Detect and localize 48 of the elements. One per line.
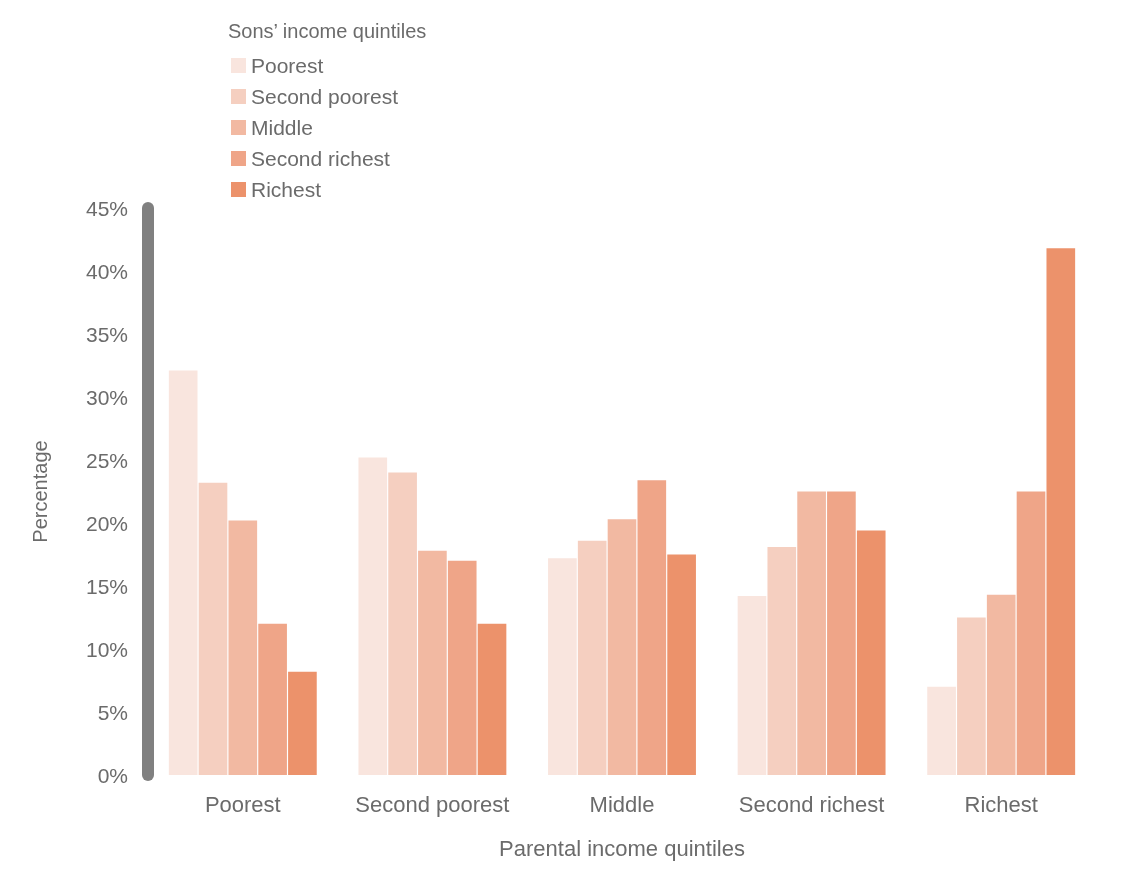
- y-tick-label: 25%: [85, 448, 128, 472]
- bar: [577, 540, 607, 775]
- y-tick-label: 35%: [85, 322, 128, 346]
- bar: [1046, 248, 1076, 775]
- bar: [548, 558, 577, 775]
- x-tick-label: Poorest: [204, 791, 281, 817]
- bar: [358, 457, 388, 775]
- bar: [856, 530, 886, 775]
- y-tick-label: 45%: [85, 196, 128, 220]
- bar: [388, 472, 417, 775]
- bar: [667, 554, 696, 775]
- bar: [827, 491, 856, 775]
- bar: [168, 370, 198, 775]
- bar: [228, 520, 258, 775]
- legend-label: Richest: [251, 178, 322, 201]
- bar: [797, 491, 826, 775]
- bar: [1016, 491, 1046, 775]
- y-tick-label: 0%: [97, 763, 128, 787]
- y-tick-label: 5%: [97, 700, 128, 724]
- legend-title: Sons’ income quintiles: [228, 20, 427, 42]
- x-tick-label: Second richest: [738, 791, 885, 817]
- legend-label: Second poorest: [251, 85, 399, 108]
- bar: [986, 594, 1016, 775]
- bar: [447, 560, 477, 775]
- y-tick-label: 30%: [85, 385, 128, 409]
- y-axis-title: Percentage: [29, 440, 51, 543]
- x-tick-label: Middle: [589, 791, 655, 817]
- legend-label: Middle: [251, 116, 313, 139]
- x-tick-label: Second poorest: [355, 791, 510, 817]
- y-tick-label: 20%: [85, 511, 128, 535]
- bar: [767, 546, 797, 775]
- bar: [637, 480, 667, 775]
- legend-label: Second richest: [251, 147, 391, 170]
- bar: [477, 623, 507, 775]
- bar: [288, 671, 317, 775]
- bar: [258, 623, 287, 775]
- x-tick-label: Richest: [964, 791, 1038, 817]
- bar: [957, 617, 986, 775]
- bar: [418, 550, 447, 775]
- y-tick-label: 10%: [85, 637, 128, 661]
- bar: [927, 686, 956, 775]
- bar: [198, 482, 228, 775]
- y-tick-label: 40%: [85, 259, 128, 283]
- legend-label: Poorest: [251, 54, 324, 77]
- y-tick-label: 15%: [85, 574, 128, 598]
- bar: [607, 519, 637, 775]
- x-axis-title: Parental income quintiles: [499, 835, 745, 861]
- bar: [737, 596, 767, 775]
